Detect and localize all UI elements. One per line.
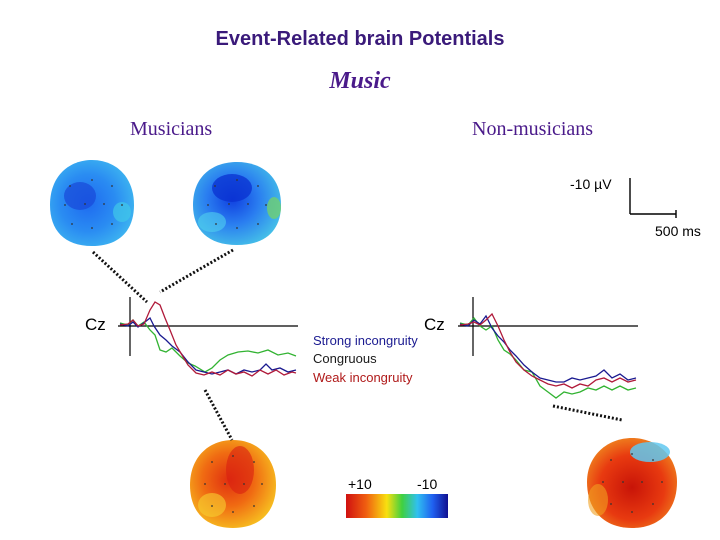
scale-bar-amplitude-label: -10 µV: [570, 176, 612, 192]
scalp-map-non-musicians-late: [587, 438, 677, 528]
electrode-label-left: Cz: [85, 315, 106, 334]
colorbar: [346, 494, 448, 518]
legend-item-weak-incongruity: Weak incongruity: [313, 370, 413, 385]
scalp-map-musicians-late: [190, 440, 276, 528]
scalp-map-musicians-strong: [50, 160, 134, 246]
scale-bar-time-label: 500 ms: [655, 223, 701, 239]
legend-item-congruous: Congruous: [313, 351, 377, 366]
group-label-musicians: Musicians: [130, 118, 213, 140]
erp-axes-right: [458, 297, 638, 356]
colorbar-negative-label: -10: [417, 476, 438, 492]
page-subtitle: Music: [329, 68, 391, 94]
scalp-map-musicians-weak: [193, 162, 281, 245]
erp-axes-left: [118, 297, 298, 356]
erp-waves-right: [459, 312, 637, 399]
scale-bar: [629, 178, 677, 218]
legend-item-strong-incongruity: Strong incongruity: [313, 333, 418, 348]
erp-waves-left: [119, 301, 297, 377]
colorbar-positive-label: +10: [348, 476, 372, 492]
group-label-non-musicians: Non-musicians: [472, 118, 594, 140]
page-title: Event-Related brain Potentials: [215, 28, 505, 50]
electrode-label-right: Cz: [424, 315, 445, 334]
connector-lines: [91, 248, 623, 441]
